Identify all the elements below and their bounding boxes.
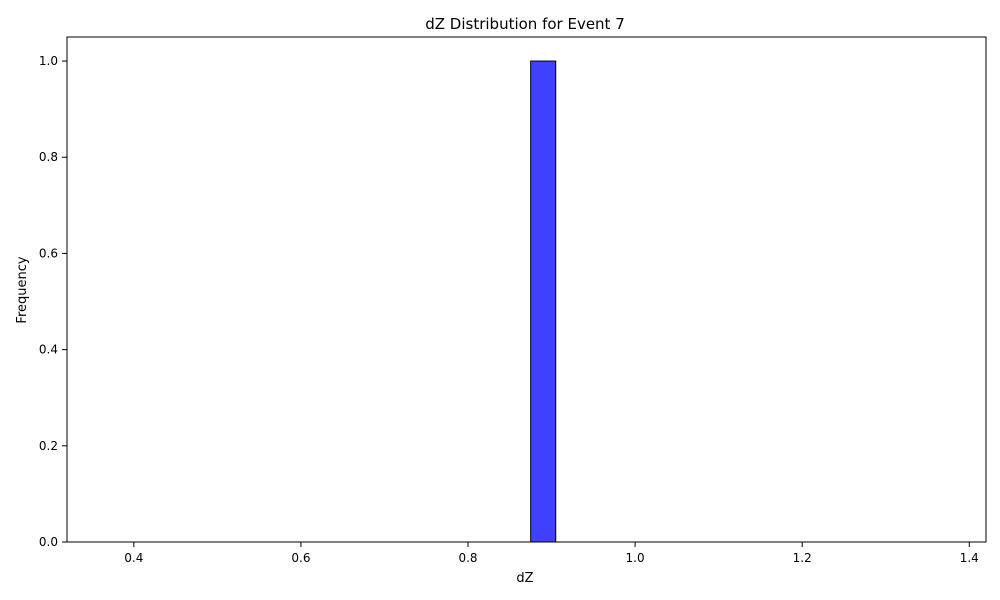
x-tick-label-3: 1.0 [626, 551, 645, 565]
x-tick-label-1: 0.6 [291, 551, 310, 565]
plot-area [66, 36, 987, 543]
y-tick-label-1: 0.2 [39, 439, 58, 453]
y-axis: 0.0 0.2 0.4 0.6 0.8 1.0 [39, 54, 67, 549]
y-tick-label-5: 1.0 [39, 54, 58, 68]
histogram-bar-0 [530, 60, 557, 543]
x-axis: 0.4 0.6 0.8 1.0 1.2 1.4 [124, 542, 979, 565]
y-axis-label: Frequency [15, 256, 30, 323]
x-axis-label: dZ [516, 571, 533, 586]
chart-title: dZ Distribution for Event 7 [425, 15, 625, 33]
y-tick-label-2: 0.4 [39, 343, 58, 357]
x-tick-label-5: 1.4 [960, 551, 979, 565]
plot-background [67, 37, 986, 542]
y-tick-label-0: 0.0 [39, 535, 58, 549]
y-tick-label-3: 0.6 [39, 246, 58, 260]
x-tick-label-4: 1.2 [793, 551, 812, 565]
x-tick-label-2: 0.8 [458, 551, 477, 565]
bars-layer [112, 60, 949, 543]
y-tick-label-4: 0.8 [39, 150, 58, 164]
x-tick-label-0: 0.4 [124, 551, 143, 565]
